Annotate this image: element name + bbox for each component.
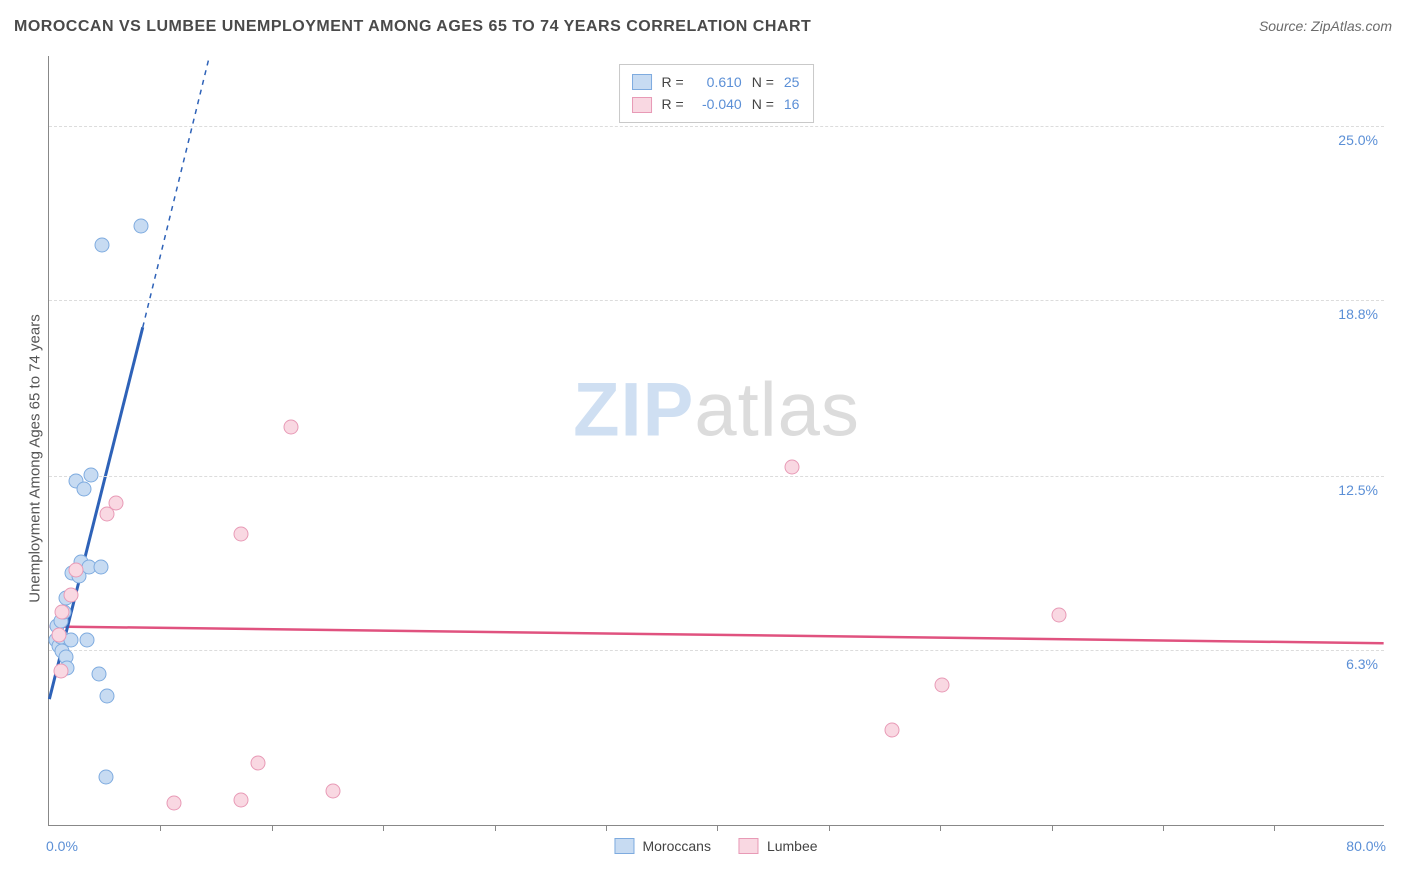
x-tick bbox=[940, 825, 941, 831]
n-value: 25 bbox=[784, 71, 800, 93]
source-label: Source: ZipAtlas.com bbox=[1259, 18, 1392, 34]
trend-lines-svg bbox=[49, 56, 1384, 825]
scatter-point bbox=[108, 496, 123, 511]
scatter-point bbox=[63, 588, 78, 603]
scatter-point bbox=[92, 666, 107, 681]
scatter-point bbox=[93, 560, 108, 575]
scatter-point bbox=[284, 420, 299, 435]
scatter-point bbox=[167, 795, 182, 810]
r-value: 0.610 bbox=[694, 71, 742, 93]
scatter-point bbox=[234, 526, 249, 541]
legend-correlation: R = 0.610 N = 25 R = -0.040 N = 16 bbox=[619, 64, 815, 123]
scatter-point bbox=[250, 756, 265, 771]
scatter-point bbox=[77, 482, 92, 497]
legend-row-moroccans: R = 0.610 N = 25 bbox=[632, 71, 800, 93]
x-tick bbox=[495, 825, 496, 831]
x-tick bbox=[272, 825, 273, 831]
swatch-moroccans-icon bbox=[632, 74, 652, 90]
swatch-moroccans-icon bbox=[614, 838, 634, 854]
plot-wrap: ZIPatlas R = 0.610 N = 25 R = -0.040 N =… bbox=[48, 56, 1384, 826]
chart-title: MOROCCAN VS LUMBEE UNEMPLOYMENT AMONG AG… bbox=[14, 18, 811, 36]
trend-line bbox=[49, 626, 1383, 643]
y-axis-label: Unemployment Among Ages 65 to 74 years bbox=[27, 289, 44, 629]
x-tick bbox=[1274, 825, 1275, 831]
x-min-label: 0.0% bbox=[46, 838, 78, 854]
gridline bbox=[49, 476, 1384, 477]
scatter-point bbox=[55, 605, 70, 620]
scatter-point bbox=[785, 459, 800, 474]
y-tick-label: 25.0% bbox=[1338, 132, 1378, 148]
x-tick bbox=[717, 825, 718, 831]
y-tick-label: 12.5% bbox=[1338, 482, 1378, 498]
scatter-point bbox=[325, 784, 340, 799]
r-value: -0.040 bbox=[694, 93, 742, 115]
scatter-point bbox=[52, 627, 67, 642]
scatter-point bbox=[885, 722, 900, 737]
x-tick bbox=[1163, 825, 1164, 831]
scatter-point bbox=[1052, 608, 1067, 623]
scatter-point bbox=[80, 633, 95, 648]
header: MOROCCAN VS LUMBEE UNEMPLOYMENT AMONG AG… bbox=[14, 18, 1392, 36]
scatter-point bbox=[98, 770, 113, 785]
scatter-point bbox=[935, 678, 950, 693]
n-label: N = bbox=[752, 71, 774, 93]
r-label: R = bbox=[662, 71, 684, 93]
scatter-point bbox=[83, 468, 98, 483]
plot-area: ZIPatlas R = 0.610 N = 25 R = -0.040 N =… bbox=[48, 56, 1384, 826]
x-tick bbox=[829, 825, 830, 831]
y-tick-label: 6.3% bbox=[1346, 656, 1378, 672]
y-tick-label: 18.8% bbox=[1338, 306, 1378, 322]
scatter-point bbox=[100, 689, 115, 704]
scatter-point bbox=[234, 792, 249, 807]
x-tick bbox=[160, 825, 161, 831]
scatter-point bbox=[133, 218, 148, 233]
swatch-lumbee-icon bbox=[739, 838, 759, 854]
gridline bbox=[49, 650, 1384, 651]
scatter-point bbox=[53, 664, 68, 679]
x-tick bbox=[1052, 825, 1053, 831]
r-label: R = bbox=[662, 93, 684, 115]
trend-line bbox=[143, 56, 210, 327]
gridline bbox=[49, 126, 1384, 127]
swatch-lumbee-icon bbox=[632, 97, 652, 113]
legend-label: Lumbee bbox=[767, 838, 818, 854]
x-tick bbox=[383, 825, 384, 831]
legend-label: Moroccans bbox=[642, 838, 710, 854]
legend-series: Moroccans Lumbee bbox=[614, 838, 817, 854]
legend-row-lumbee: R = -0.040 N = 16 bbox=[632, 93, 800, 115]
n-value: 16 bbox=[784, 93, 800, 115]
x-tick bbox=[606, 825, 607, 831]
gridline bbox=[49, 300, 1384, 301]
legend-item-moroccans: Moroccans bbox=[614, 838, 710, 854]
n-label: N = bbox=[752, 93, 774, 115]
x-max-label: 80.0% bbox=[1346, 838, 1386, 854]
scatter-point bbox=[68, 563, 83, 578]
scatter-point bbox=[95, 238, 110, 253]
legend-item-lumbee: Lumbee bbox=[739, 838, 818, 854]
